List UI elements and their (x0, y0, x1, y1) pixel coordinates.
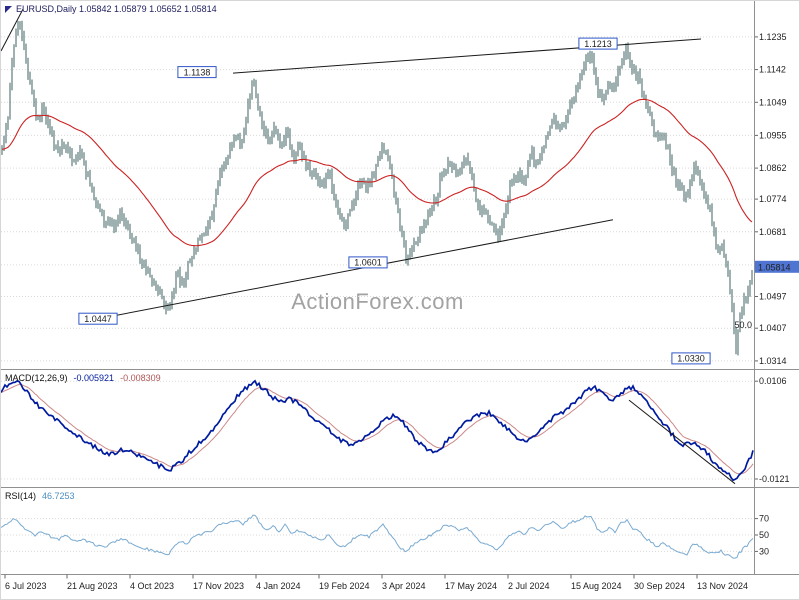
date-axis-label: 19 Feb 2024 (319, 581, 370, 591)
price-axis-label: 1.0681 (759, 227, 787, 237)
trendline[interactable] (1, 8, 24, 52)
watermark: ActionForex.com (291, 289, 464, 314)
date-axis-label: 17 Nov 2023 (193, 581, 244, 591)
rsi-axis-label: 50 (759, 530, 769, 540)
macd-axis-label: -0.0121 (759, 474, 790, 484)
date-axis-label: 13 Nov 2024 (697, 581, 748, 591)
price-axis-label: 1.1049 (759, 97, 787, 107)
rsi-line (1, 514, 754, 559)
date-axis-label: 15 Aug 2024 (571, 581, 622, 591)
price-axis-label: 1.0774 (759, 194, 787, 204)
price-axis-label: 1.0497 (759, 292, 787, 302)
symbol-marker-icon (5, 5, 12, 13)
rsi-axis-label: 30 (759, 546, 769, 556)
annotation-text: 1.1138 (184, 67, 211, 77)
date-axis-label: 6 Jul 2023 (5, 581, 47, 591)
annotation-box (78, 312, 118, 325)
fib-level-label: 50.0 (734, 320, 752, 330)
macd-label: MACD(12,26,9) (5, 373, 68, 383)
macd-value-main: -0.005921 (73, 373, 115, 383)
price-axis-label: 1.0314 (759, 356, 787, 366)
date-axis-label: 21 Aug 2023 (67, 581, 118, 591)
current-price-text: 1.05814 (758, 262, 791, 272)
annotation-box (671, 352, 711, 365)
price-axis-label: 1.1235 (759, 32, 787, 42)
date-axis-label: 4 Jan 2024 (256, 581, 301, 591)
macd-value-signal: -0.008309 (120, 373, 161, 383)
price-annotation[interactable]: 1.1138 (177, 66, 217, 79)
rsi-value: 46.7253 (42, 491, 75, 501)
annotation-text: 1.0447 (84, 314, 112, 324)
rsi-label: RSI(14) (5, 491, 37, 501)
date-axis-label: 17 May 2024 (445, 581, 497, 591)
annotation-box (177, 66, 217, 79)
price-axis-label: 1.1142 (759, 65, 786, 75)
annotation-text: 1.0601 (354, 258, 382, 268)
price-bars (1, 20, 753, 356)
macd-title: MACD(12,26,9) -0.005921 -0.008309 (5, 373, 161, 383)
price-axis-label: 1.0955 (759, 130, 787, 140)
annotation-text: 1.1213 (584, 39, 612, 49)
annotation-box (348, 256, 388, 269)
date-axis-label: 3 Apr 2024 (382, 581, 426, 591)
annotation-text: 1.0330 (677, 354, 705, 364)
chart-title-text: EURUSD,Daily 1.05842 1.05879 1.05652 1.0… (16, 4, 217, 14)
trendline[interactable] (232, 38, 702, 74)
date-axis-label: 4 Oct 2023 (130, 581, 174, 591)
trendline[interactable] (100, 219, 614, 319)
current-price-label: 1.05814 (755, 260, 799, 273)
price-annotation[interactable]: 1.0330 (671, 352, 711, 365)
price-annotation[interactable]: 1.0447 (78, 312, 118, 325)
moving-average-line (1, 98, 753, 247)
price-annotation[interactable]: 1.0601 (348, 256, 388, 269)
macd-trendline[interactable] (628, 399, 736, 485)
date-axis-label: 30 Sep 2024 (634, 581, 685, 591)
macd-line (1, 379, 754, 482)
annotation-box (578, 37, 618, 50)
rsi-title: RSI(14) 46.7253 (5, 491, 75, 501)
price-annotation[interactable]: 1.1213 (578, 37, 618, 50)
current-price-box (755, 260, 799, 273)
rsi-axis-label: 70 (759, 514, 769, 524)
chart-title: EURUSD,Daily 1.05842 1.05879 1.05652 1.0… (5, 4, 217, 14)
price-axis-label: 1.0862 (759, 163, 787, 173)
date-axis-label: 2 Jul 2024 (508, 581, 550, 591)
price-axis-label: 1.0407 (759, 323, 787, 333)
macd-axis-label: 0.0106 (759, 376, 787, 386)
